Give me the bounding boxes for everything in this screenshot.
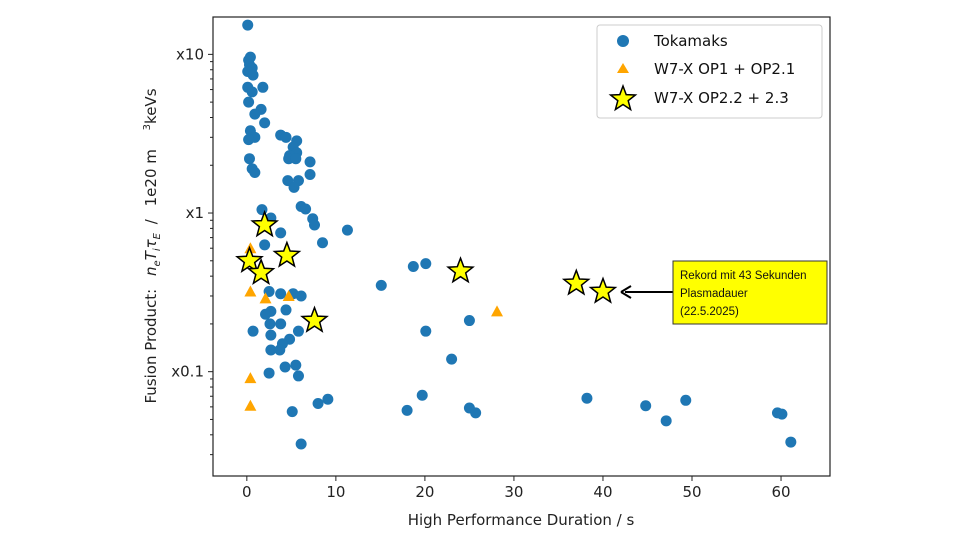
tokamak-point (275, 288, 287, 300)
legend-op1-marker (617, 63, 629, 73)
tokamak-point (407, 261, 419, 273)
tokamak-point (290, 153, 302, 165)
w7x-op1-point (491, 305, 504, 317)
x-axis-label: High Performance Duration / s (408, 511, 635, 529)
tokamak-point (279, 361, 291, 373)
tokamak-point (242, 19, 254, 31)
axes: 0 10 20 30 40 50 60 x10 x1 x0.1 (171, 45, 790, 501)
tokamak-point (312, 398, 324, 410)
w7x-op22-point (561, 268, 591, 296)
tokamak-point (243, 134, 255, 146)
w7x-op22-point (235, 245, 264, 274)
w7x-op1-point (244, 242, 257, 254)
tokamak-point (446, 353, 458, 365)
tokamak-point (420, 258, 432, 270)
tokamak-point (416, 389, 428, 401)
tokamak-point (263, 367, 275, 379)
tokamak-point (265, 329, 277, 341)
w7x-op22-point (250, 209, 280, 238)
tokamak-point (581, 392, 593, 404)
w7x-op1-point (244, 372, 257, 384)
tokamak-point (259, 117, 271, 129)
tokamak-point (275, 318, 287, 330)
annotation-line-1: Rekord mit 43 Sekunden (680, 270, 807, 282)
tokamak-point (295, 438, 307, 450)
tokamak-point (420, 325, 432, 337)
x-tick-label: 20 (415, 483, 434, 501)
tokamak-point (290, 359, 302, 371)
w7x-op1-point (282, 289, 295, 301)
tokamak-point (660, 415, 672, 427)
tokamak-point (317, 237, 329, 249)
x-tick-label: 50 (682, 483, 701, 501)
tokamak-point (680, 394, 692, 406)
tokamak-point (776, 408, 788, 420)
tokamak-point (463, 315, 475, 327)
tokamak-point (304, 168, 316, 180)
tokamak-point (300, 203, 312, 215)
tokamak-point (249, 167, 261, 179)
legend-op1-label: W7-X OP1 + OP2.1 (654, 60, 795, 78)
tokamak-point (274, 344, 286, 356)
legend-tokamaks-marker (617, 35, 629, 47)
tokamak-point (375, 279, 387, 291)
annotation-line-3: (22.5.2025) (680, 306, 739, 318)
x-tick-label: 10 (326, 483, 345, 501)
x-tick-label: 30 (504, 483, 523, 501)
w7x-op22-point (300, 305, 329, 333)
w7x-op22-point (246, 257, 276, 286)
arrow-head-icon (620, 285, 632, 299)
tokamak-point (640, 400, 652, 412)
tokamak-point (247, 69, 259, 81)
tokamak-point (246, 86, 258, 98)
x-tick-label: 40 (593, 483, 612, 501)
tokamak-point (259, 239, 271, 251)
tokamak-point (275, 227, 287, 239)
w7x-op1-point (244, 285, 257, 297)
tokamak-point (260, 308, 272, 320)
y-tick-label: x10 (176, 45, 204, 63)
x-tick-label: 60 (771, 483, 790, 501)
legend-op22-label: W7-X OP2.2 + 2.3 (654, 89, 789, 107)
tokamak-point (292, 370, 304, 382)
legend-op22-marker (608, 83, 638, 112)
y-tick-label: x1 (186, 204, 204, 222)
annotation-line-2: Plasmadauer (680, 288, 748, 300)
w7x-op1-point (259, 292, 272, 304)
tokamak-point (288, 181, 300, 193)
tokamak-point (257, 81, 269, 93)
y-tick-label: x0.1 (171, 363, 204, 381)
x-tick-label: 0 (242, 483, 252, 501)
legend: Tokamaks W7-X OP1 + OP2.1 W7-X OP2.2 + 2… (596, 24, 823, 119)
tokamak-point (244, 153, 256, 165)
tokamak-point (292, 325, 304, 337)
data-points (235, 19, 797, 450)
tokamak-point (280, 131, 292, 143)
tokamak-point (264, 318, 276, 330)
tokamak-point (308, 219, 320, 231)
y-axis-label: Fusion Product: neTiτE / 1e20 m 3keVs (142, 88, 164, 403)
tokamak-point (249, 108, 261, 120)
legend-tokamaks-label: Tokamaks (653, 32, 728, 50)
w7x-op22-point (272, 240, 302, 268)
record-annotation: Rekord mit 43 Sekunden Plasmadauer (22.5… (620, 260, 828, 325)
tokamak-point (341, 224, 353, 236)
tokamak-point (470, 407, 482, 419)
tokamak-point (243, 96, 255, 108)
tokamak-point (286, 406, 298, 418)
tokamak-point (265, 344, 277, 356)
w7x-op1-point (244, 399, 257, 411)
w7x-op22-point (588, 276, 618, 304)
tokamak-point (304, 156, 316, 168)
w7x-op22-point (446, 256, 475, 284)
tokamak-point (785, 436, 797, 448)
tokamak-point (401, 404, 413, 416)
tokamak-point (280, 304, 292, 316)
tokamak-point (247, 325, 259, 337)
tokamak-point (322, 393, 334, 405)
plot-frame (212, 16, 831, 477)
